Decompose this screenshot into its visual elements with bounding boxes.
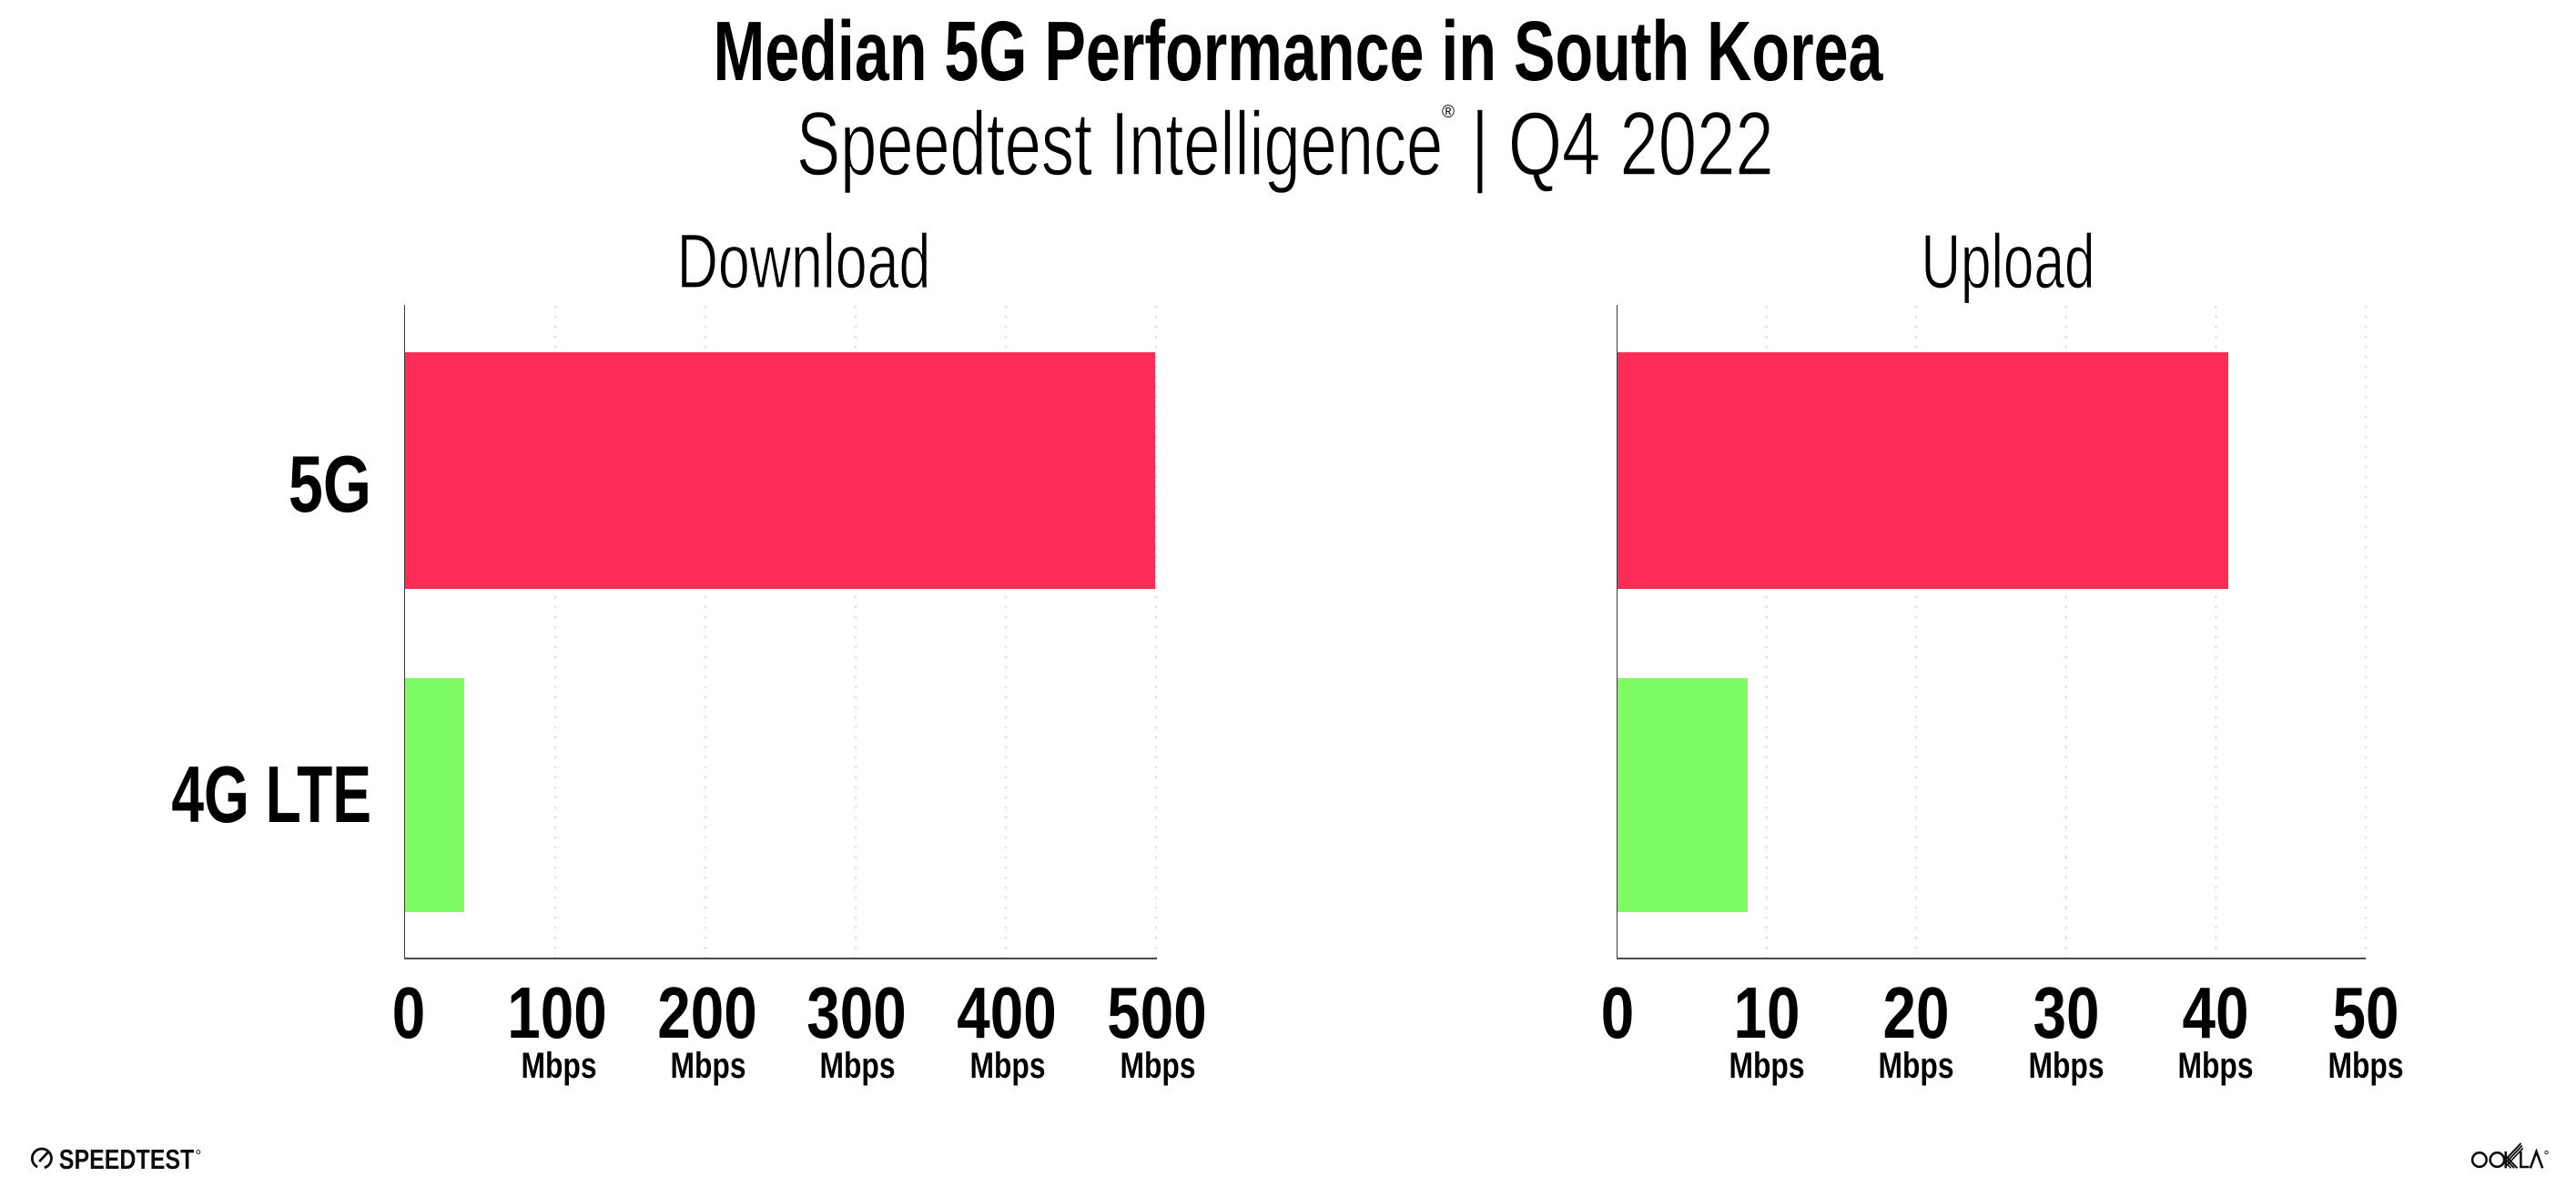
svg-text:SPEEDTEST: SPEEDTEST [59, 1145, 195, 1175]
